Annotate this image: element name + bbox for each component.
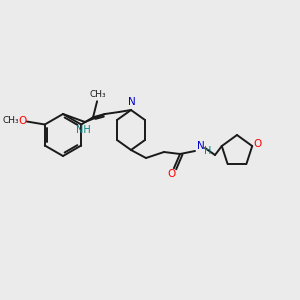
Text: N: N [197, 141, 205, 151]
Text: N: N [128, 97, 136, 107]
Text: O: O [167, 169, 175, 179]
Text: NH: NH [76, 125, 90, 135]
Text: CH₃: CH₃ [90, 90, 106, 99]
Text: O: O [253, 139, 261, 149]
Text: CH₃: CH₃ [2, 116, 19, 125]
Text: H: H [204, 146, 212, 156]
Text: O: O [19, 116, 27, 125]
